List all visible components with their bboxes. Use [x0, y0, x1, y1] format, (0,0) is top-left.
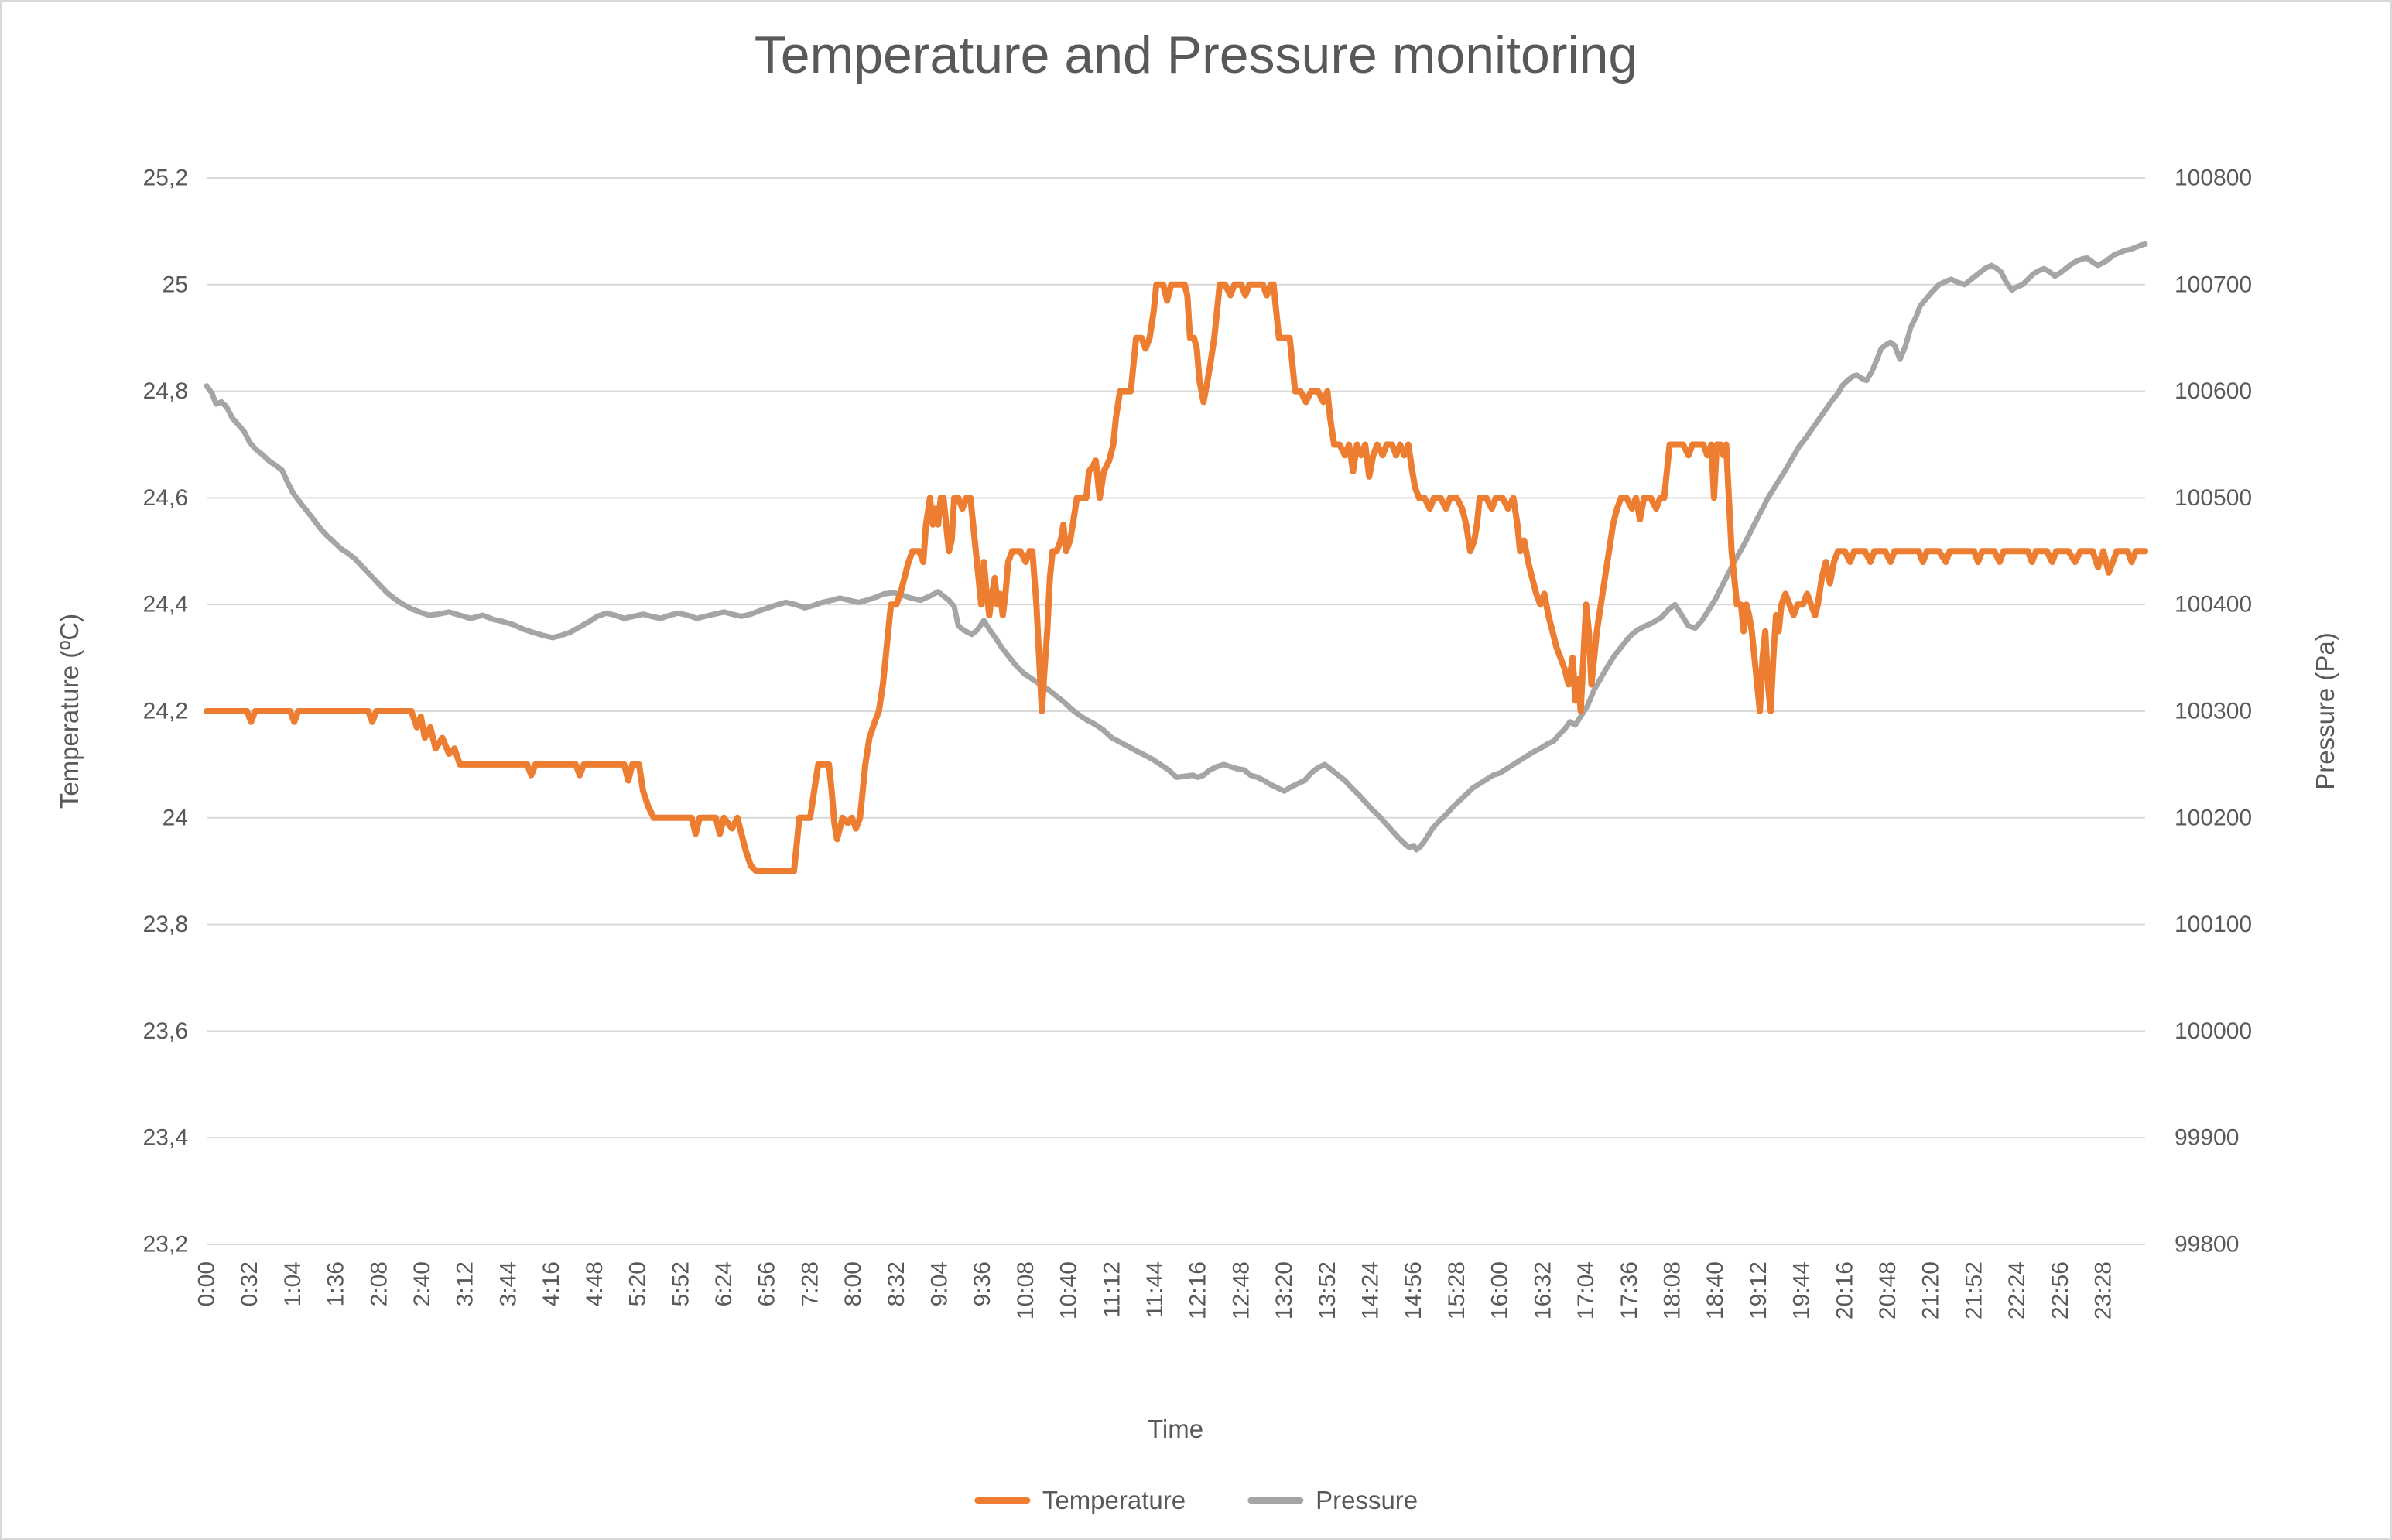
x-tick-label: 8:00 — [840, 1261, 866, 1306]
x-tick-label: 9:36 — [970, 1261, 995, 1306]
x-tick-label: 12:48 — [1228, 1261, 1254, 1319]
y-left-tick-label: 25,2 — [143, 166, 188, 191]
y-left-tick-label: 24 — [163, 805, 188, 830]
x-tick-label: 18:40 — [1702, 1261, 1728, 1319]
pressure-line-swatch — [1247, 1497, 1304, 1504]
x-tick-label: 0:32 — [237, 1261, 262, 1306]
temperature-line-swatch — [974, 1497, 1030, 1504]
y-left-tick-label: 23,8 — [143, 912, 188, 937]
x-tick-label: 15:28 — [1444, 1261, 1470, 1319]
y-right-tick-label: 99800 — [2175, 1232, 2239, 1258]
y-right-tick-label: 100000 — [2175, 1018, 2252, 1044]
y-right-tick-label: 99900 — [2175, 1125, 2239, 1151]
x-tick-label: 6:56 — [755, 1261, 780, 1306]
chart-title: Temperature and Pressure monitoring — [754, 26, 1638, 84]
x-tick-label: 2:40 — [409, 1261, 435, 1306]
legend-item-temperature: Temperature — [974, 1486, 1186, 1515]
x-tick-label: 4:48 — [582, 1261, 607, 1306]
x-tick-label: 21:20 — [1918, 1261, 1944, 1319]
x-tick-label: 9:04 — [926, 1261, 952, 1306]
x-tick-label: 20:16 — [1832, 1261, 1857, 1319]
x-tick-label: 5:20 — [625, 1261, 651, 1306]
y-right-tick-label: 100100 — [2175, 912, 2252, 937]
y-right-tick-label: 100400 — [2175, 592, 2252, 618]
x-tick-label: 6:24 — [711, 1261, 737, 1306]
x-tick-label: 11:44 — [1142, 1261, 1168, 1318]
x-tick-label: 1:04 — [280, 1261, 306, 1306]
y-right-tick-label: 100800 — [2175, 166, 2252, 191]
x-tick-label: 7:28 — [797, 1261, 823, 1306]
y-left-tick-label: 25 — [163, 272, 188, 297]
x-tick-label: 20:48 — [1875, 1261, 1901, 1319]
x-tick-label: 14:56 — [1401, 1261, 1426, 1319]
legend-label-pressure: Pressure — [1316, 1486, 1418, 1514]
y-right-tick-label: 100300 — [2175, 699, 2252, 724]
temperature-line — [204, 281, 2148, 874]
y-right-tick-label: 100200 — [2175, 805, 2252, 830]
x-tick-label: 10:40 — [1056, 1261, 1082, 1319]
x-tick-label: 16:00 — [1487, 1261, 1513, 1319]
x-tick-label: 3:44 — [495, 1261, 521, 1306]
x-tick-label: 16:32 — [1530, 1261, 1555, 1319]
legend: Temperature Pressure — [974, 1486, 1418, 1515]
y-right-tick-label: 100500 — [2175, 485, 2252, 511]
y-left-tick-label: 24,6 — [143, 485, 188, 511]
y-right-tick-label: 100600 — [2175, 378, 2252, 404]
legend-item-pressure: Pressure — [1247, 1486, 1418, 1515]
x-tick-label: 14:24 — [1358, 1261, 1384, 1319]
x-tick-label: 18:08 — [1659, 1261, 1685, 1319]
y-axis-title-left: Temperature (ºC) — [55, 613, 84, 809]
x-tick-label: 5:52 — [668, 1261, 693, 1306]
y-left-tick-label: 23,2 — [143, 1232, 188, 1258]
y-left-tick-label: 24,4 — [143, 592, 188, 618]
x-tick-label: 3:12 — [453, 1261, 478, 1306]
x-tick-label: 13:20 — [1271, 1261, 1297, 1319]
x-tick-label: 22:24 — [2004, 1261, 2030, 1319]
y-left-tick-label: 23,6 — [143, 1018, 188, 1044]
x-tick-label: 0:00 — [194, 1261, 220, 1306]
x-axis-title: Time — [1147, 1415, 1204, 1443]
x-tick-label: 19:12 — [1746, 1261, 1771, 1319]
x-tick-label: 17:04 — [1573, 1261, 1599, 1319]
x-tick-label: 19:44 — [1789, 1261, 1815, 1319]
y-right-tick-label: 100700 — [2175, 272, 2252, 297]
x-tick-label: 21:52 — [1961, 1261, 1986, 1319]
x-tick-label: 13:52 — [1315, 1261, 1340, 1319]
x-tick-label: 4:16 — [539, 1261, 564, 1306]
x-tick-label: 12:16 — [1186, 1261, 1211, 1319]
x-tick-label: 8:32 — [884, 1261, 909, 1306]
legend-label-temperature: Temperature — [1042, 1486, 1186, 1514]
x-tick-label: 17:36 — [1617, 1261, 1642, 1319]
x-tick-label: 23:28 — [2091, 1261, 2117, 1319]
y-left-tick-label: 24,8 — [143, 378, 188, 404]
y-left-tick-label: 23,4 — [143, 1125, 188, 1151]
pressure-line — [204, 241, 2148, 853]
x-tick-label: 2:08 — [366, 1261, 392, 1306]
x-tick-label: 1:36 — [323, 1261, 349, 1306]
y-axis-title-right: Pressure (Pa) — [2311, 632, 2339, 790]
x-tick-label: 11:12 — [1099, 1261, 1124, 1318]
x-tick-label: 22:56 — [2048, 1261, 2073, 1319]
x-tick-label: 10:08 — [1013, 1261, 1039, 1319]
y-left-tick-label: 24,2 — [143, 699, 188, 724]
